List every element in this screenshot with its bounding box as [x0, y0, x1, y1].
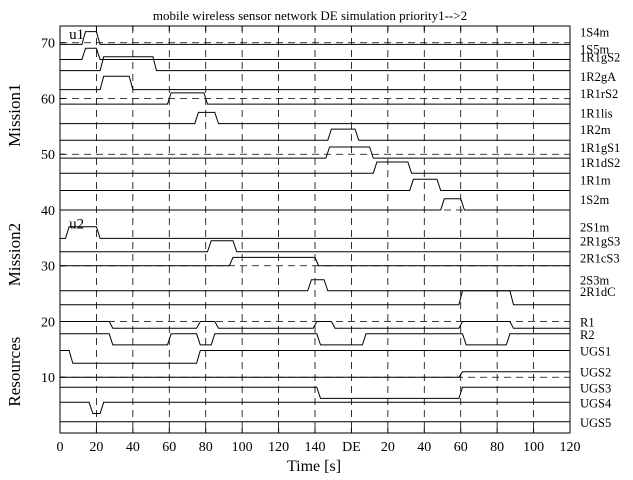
- signal-label-ugs5: UGS5: [580, 416, 611, 430]
- signal-label-1s5m: 1S5m: [580, 42, 609, 56]
- trace-ugs3: [60, 386, 570, 399]
- x-tick-label-1: 20: [89, 440, 103, 455]
- trace-ugs1: [60, 350, 570, 364]
- marker-u2: u2: [69, 217, 84, 233]
- x-tick-label-9: 20: [381, 440, 395, 455]
- x-axis-label: Time [s]: [287, 458, 341, 475]
- y-tick-label-0: 10: [41, 371, 55, 386]
- x-tick-label-13: 100: [523, 440, 544, 455]
- trace-2r1cs3: [60, 256, 570, 267]
- signal-label-1r1gs1: 1R1gS1: [580, 141, 620, 155]
- trace-2r1dc: [60, 290, 570, 306]
- signal-label-1r1gs2: 1R1gS2: [580, 51, 620, 65]
- x-tick-label-5: 100: [232, 440, 253, 455]
- signal-label-1r2m: 1R2m: [580, 123, 611, 137]
- signal-label-1r1m: 1R1m: [580, 173, 611, 187]
- trace-r2: [60, 333, 570, 346]
- signal-label-ugs2: UGS2: [580, 366, 611, 380]
- x-tick-label-3: 60: [162, 440, 176, 455]
- marker-u1: u1: [69, 27, 84, 43]
- group-label-mission1: Mission1: [5, 84, 24, 147]
- trace-1r1m: [60, 178, 570, 191]
- group-label-mission2: Mission2: [5, 223, 24, 286]
- chart-title: mobile wireless sensor network DE simula…: [153, 8, 467, 23]
- signal-label-ugs1: UGS1: [580, 344, 611, 358]
- signal-label-2r1dc: 2R1dC: [580, 285, 615, 299]
- trace-1r1ds2: [60, 161, 570, 174]
- trace-1r1lis: [60, 111, 570, 125]
- signal-label-1r2ga: 1R2gA: [580, 70, 616, 84]
- signal-label-2r1cs3: 2R1cS3: [580, 251, 620, 265]
- trace-1r1gs1: [60, 146, 570, 159]
- y-tick-label-5: 60: [41, 92, 55, 107]
- trace-2r1gs3: [60, 240, 570, 253]
- signal-label-1r1lis: 1R1lis: [580, 106, 613, 120]
- signal-label-r2: R2: [580, 328, 595, 342]
- y-tick-label-6: 70: [41, 37, 55, 52]
- x-tick-label-7: 140: [305, 440, 326, 455]
- signal-label-1r1ds2: 1R1dS2: [580, 156, 620, 170]
- signal-label-2s3m: 2S3m: [580, 274, 609, 288]
- signal-label-2s1m: 2S1m: [580, 221, 609, 235]
- y-tick-label-1: 20: [41, 315, 55, 330]
- group-label-resources: Resources: [5, 337, 24, 407]
- trace-1s2m: [60, 198, 570, 211]
- signal-label-1s2m: 1S2m: [580, 193, 609, 207]
- trace-1r2m: [60, 128, 570, 141]
- axis-ticks: 0 20 40 60 80 100 120 140 DE 20 40 60 80 100 120 10 20 30…: [41, 26, 581, 455]
- signal-label-2r1gs3: 2R1gS3: [580, 235, 620, 249]
- trace-ugs4: [60, 401, 570, 414]
- y-tick-label-4: 50: [41, 148, 55, 163]
- trace-1r1gs2: [60, 56, 570, 72]
- trace-2s1m: [60, 226, 570, 239]
- x-tick-label-12: 80: [490, 440, 504, 455]
- x-tick-label-14: 120: [560, 440, 581, 455]
- x-tick-label-8: DE: [342, 440, 361, 455]
- x-tick-label-11: 60: [454, 440, 468, 455]
- x-tick-label-4: 80: [199, 440, 213, 455]
- trace-1r1rs2: [60, 92, 570, 105]
- trace-2s3m: [60, 279, 570, 292]
- signal-label-1r1rs2: 1R1rS2: [580, 87, 618, 101]
- x-tick-label-10: 40: [417, 440, 431, 455]
- signal-label-ugs4: UGS4: [580, 396, 612, 410]
- x-tick-label-2: 40: [126, 440, 140, 455]
- y-tick-label-3: 40: [41, 204, 55, 219]
- trace-1s4m: [60, 31, 570, 45]
- y-tick-label-2: 30: [41, 260, 55, 275]
- signal-label-ugs3: UGS3: [580, 381, 611, 395]
- signal-label-1s4m: 1S4m: [580, 26, 609, 40]
- x-tick-label-6: 120: [268, 440, 289, 455]
- trace-ugs2: [60, 371, 570, 378]
- x-tick-label-0: 0: [57, 440, 64, 455]
- signal-label-r1: R1: [580, 315, 595, 329]
- trace-1s5m: [60, 47, 570, 60]
- trace-r1: [60, 321, 570, 329]
- signal-traces: [60, 31, 570, 423]
- trace-1r2ga: [60, 75, 570, 91]
